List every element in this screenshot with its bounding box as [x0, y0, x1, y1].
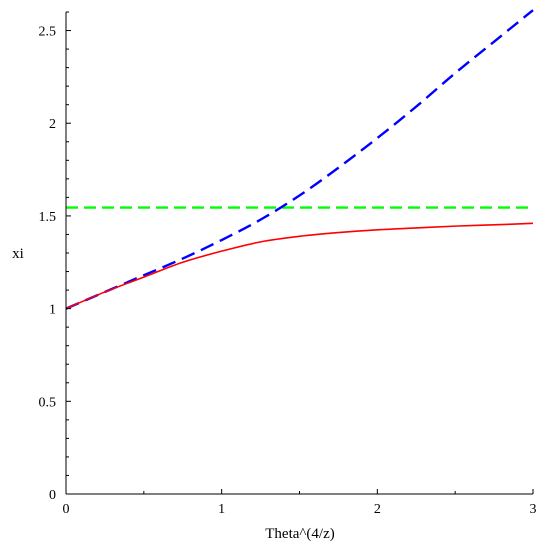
labels-layer: Theta^(4/z) xi	[12, 246, 335, 542]
series-line-1	[65, 9, 534, 310]
y-tick-label: 1	[49, 303, 56, 318]
y-tick-label: 0	[49, 488, 56, 503]
x-tick-label: 2	[374, 502, 381, 517]
series-line-0	[65, 222, 534, 310]
axes-layer: 0 1 2 3 0 0.5 1 1.5 2 2.5	[39, 11, 537, 517]
y-tick-label: 1.5	[39, 210, 57, 225]
y-tick-label: 0.5	[39, 395, 57, 410]
y-axis-title: xi	[12, 246, 24, 262]
series-layer	[65, 9, 534, 310]
x-tick-label: 3	[530, 502, 537, 517]
x-tick-label: 0	[63, 502, 70, 517]
y-tick-label: 2.5	[39, 25, 57, 40]
x-tick-label: 1	[218, 502, 225, 517]
x-axis-title: Theta^(4/z)	[265, 526, 335, 542]
y-tick-label: 2	[49, 117, 56, 132]
